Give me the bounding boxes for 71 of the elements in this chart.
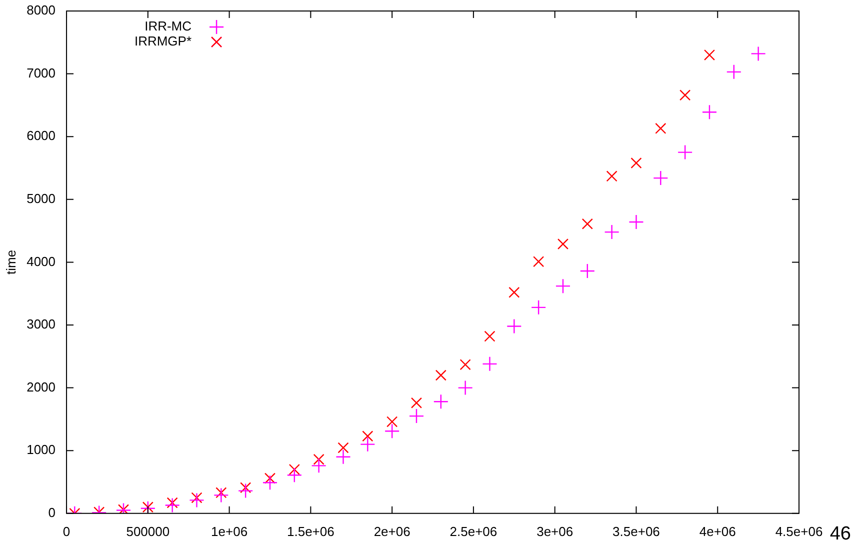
y-tick-label: 6000 [26, 128, 56, 144]
y-tick-label: 8000 [26, 2, 56, 18]
point [311, 458, 326, 474]
point [384, 424, 400, 439]
point [580, 263, 595, 279]
point [362, 430, 374, 442]
y-axis-title: time [3, 250, 18, 274]
point [677, 144, 693, 160]
point [238, 483, 254, 498]
point [216, 487, 227, 498]
x-tick-label: 0 [62, 524, 70, 539]
point [508, 286, 520, 298]
point [164, 498, 180, 513]
legend-label: IRR-MC [144, 18, 192, 34]
y-tick-label: 5000 [26, 190, 56, 206]
point [313, 454, 324, 465]
x-tick-label: 500000 [126, 524, 170, 539]
point [460, 359, 471, 370]
x-tick-label: 4.5e+06 [775, 524, 823, 539]
point [166, 497, 178, 508]
point [482, 356, 498, 372]
point [191, 492, 202, 504]
x-tick-label: 4e+06 [699, 524, 736, 539]
point [286, 467, 302, 483]
point [408, 408, 424, 424]
y-tick-label: 2000 [26, 379, 56, 394]
y-tick-label: 7000 [26, 65, 56, 80]
point [533, 256, 544, 268]
point [655, 122, 666, 134]
y-tick-label: 0 [48, 504, 56, 520]
y-tick-label: 1000 [26, 442, 56, 458]
x-tick-label: 2e+06 [374, 524, 410, 539]
point [288, 464, 300, 475]
point [360, 436, 376, 452]
x-tick-label: 3e+06 [536, 524, 574, 539]
point [458, 380, 473, 396]
point [726, 64, 742, 80]
x-tick-label: 1e+06 [211, 524, 248, 539]
x-tick-label: 1.5e+06 [287, 524, 334, 539]
point [557, 238, 569, 250]
point [628, 214, 644, 230]
point [240, 482, 252, 494]
point [336, 449, 351, 464]
point [582, 218, 593, 230]
point [606, 170, 618, 182]
point [653, 170, 668, 186]
y-tick-label: 3000 [26, 316, 56, 332]
point [338, 442, 349, 454]
point [630, 157, 642, 169]
legend-label: IRRMGP* [134, 34, 192, 49]
x-tick-label: 2.5e+06 [450, 524, 498, 539]
point [189, 492, 204, 508]
point [435, 370, 446, 381]
point [506, 318, 522, 334]
text: 46 [830, 524, 851, 545]
point [214, 488, 229, 503]
y-tick-label: 4000 [26, 254, 56, 269]
point [386, 416, 398, 428]
point [750, 46, 766, 62]
point [433, 394, 448, 410]
point [702, 104, 718, 120]
point [704, 49, 716, 61]
point [262, 475, 278, 490]
x-tick-label: 3.5e+06 [612, 524, 660, 539]
point [484, 330, 496, 342]
point [530, 300, 546, 316]
point [680, 90, 691, 101]
point [264, 472, 276, 484]
point [604, 224, 620, 240]
point [410, 397, 422, 408]
point [555, 278, 571, 294]
